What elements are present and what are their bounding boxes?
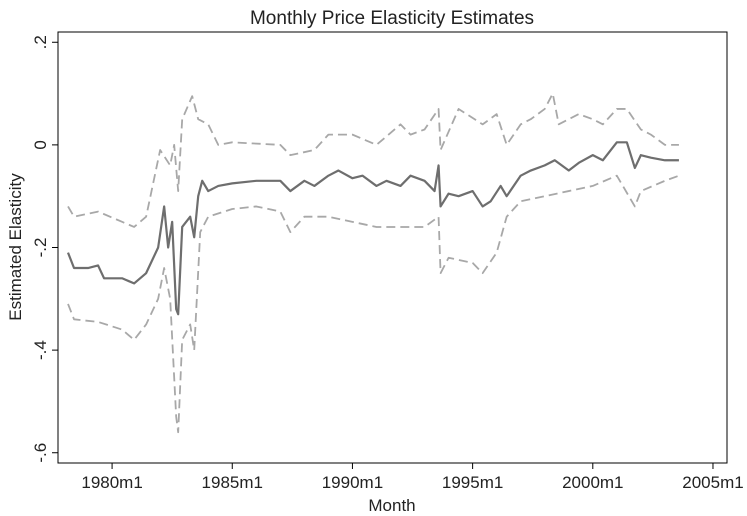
x-tick-label: 1995m1 bbox=[442, 473, 503, 492]
y-tick-label: -.2 bbox=[31, 238, 50, 258]
chart-title: Monthly Price Elasticity Estimates bbox=[250, 8, 534, 29]
series-line bbox=[67, 174, 680, 434]
y-tick-label: .2 bbox=[31, 35, 50, 49]
y-tick-label: 0 bbox=[31, 140, 50, 149]
x-tick-label: 2000m1 bbox=[562, 473, 623, 492]
x-tick-label: 1985m1 bbox=[202, 473, 263, 492]
y-tick-label: -.6 bbox=[31, 443, 50, 463]
series-line bbox=[67, 92, 679, 228]
y-tick-label: -.4 bbox=[31, 340, 50, 360]
y-axis-label: Estimated Elasticity bbox=[6, 173, 25, 321]
x-tick-label: 1990m1 bbox=[322, 473, 383, 492]
x-axis-label: Month bbox=[368, 496, 415, 515]
series-line bbox=[66, 141, 679, 316]
x-tick-label: 1980m1 bbox=[81, 473, 142, 492]
x-tick-label: 2005m1 bbox=[682, 473, 743, 492]
